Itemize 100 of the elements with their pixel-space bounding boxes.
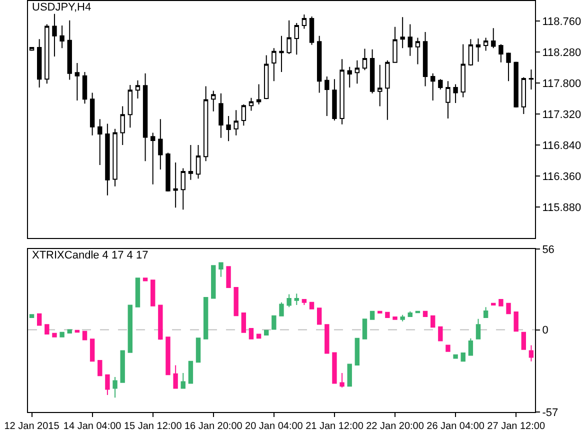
candlestick (453, 84, 458, 104)
candlestick (112, 128, 118, 187)
candlestick (309, 16, 314, 46)
candlestick (279, 302, 284, 316)
x-tick-label: 15 Jan 12:00 (124, 421, 182, 432)
x-tick-label: 12 Jan 2015 (4, 421, 60, 432)
candlestick (52, 13, 57, 58)
candlestick (82, 330, 88, 340)
candlestick (90, 92, 95, 136)
x-tick-label: 16 Jan 20:00 (184, 421, 243, 432)
chart-title: USDJPY,H4 (32, 2, 92, 14)
candlestick (453, 354, 458, 359)
y-tick-label: 115.880 (542, 202, 582, 214)
y-tick-label: 117.800 (542, 78, 582, 90)
candlestick (150, 132, 156, 185)
candlestick (264, 54, 269, 100)
candlestick (188, 360, 194, 384)
candlestick (400, 16, 405, 49)
candlestick (476, 318, 481, 340)
candlestick (226, 115, 231, 142)
candlestick (105, 374, 110, 396)
candlestick (483, 306, 488, 318)
candlestick (506, 302, 511, 314)
candlestick (354, 338, 360, 366)
x-tick-label: 26 Jan 04:00 (426, 421, 485, 432)
candlestick (29, 314, 34, 318)
candlestick (521, 332, 526, 350)
candlestick (241, 312, 246, 333)
candlestick (158, 304, 163, 340)
candlestick (234, 110, 238, 136)
y-tick-label: 118.760 (542, 16, 582, 28)
candlestick (203, 86, 208, 162)
candlestick (248, 97, 254, 112)
candlestick (385, 60, 390, 120)
candlestick (256, 84, 262, 105)
candlestick (158, 118, 163, 170)
candlestick (340, 372, 344, 388)
candlestick (324, 324, 330, 354)
candlestick (196, 144, 201, 180)
candlestick (438, 78, 443, 90)
candlestick (188, 144, 194, 180)
chart-title: XTRIXCandle 4 17 4 17 (32, 250, 148, 262)
candlestick (196, 338, 201, 363)
y-tick-label: 116.840 (542, 140, 582, 152)
candlestick (82, 72, 88, 104)
candlestick (218, 92, 224, 138)
candlestick (286, 294, 292, 308)
y-tick-label: 117.320 (542, 108, 582, 121)
candlestick (211, 90, 216, 112)
candlestick (173, 162, 178, 208)
candlestick (460, 44, 466, 98)
candlestick (44, 324, 50, 334)
candlestick (150, 280, 156, 306)
candlestick (128, 304, 133, 353)
candlestick (362, 318, 368, 340)
candlestick (90, 338, 95, 362)
candlestick (272, 48, 276, 82)
x-tick-label: 14 Jan 04:00 (63, 421, 122, 432)
candlestick (332, 78, 337, 121)
candlestick (422, 32, 428, 87)
candlestick (422, 310, 428, 318)
candlestick (294, 22, 299, 56)
candlestick (498, 44, 504, 63)
candlestick (362, 48, 368, 71)
candlestick (468, 338, 474, 356)
candlestick (166, 336, 170, 376)
candlestick (105, 123, 110, 196)
candlestick (347, 364, 352, 387)
x-tick-label: 21 Jan 12:00 (306, 421, 364, 432)
candlestick (347, 66, 352, 88)
candlestick (468, 38, 474, 66)
candlestick (98, 360, 102, 376)
candlestick (316, 308, 322, 325)
candlestick (408, 310, 412, 318)
candlestick (180, 372, 186, 389)
candlestick (272, 315, 276, 330)
candlestick (52, 332, 57, 338)
candlestick (226, 266, 231, 288)
candlestick (400, 314, 405, 322)
x-tick-label: 22 Jan 20:00 (366, 421, 424, 432)
candlestick (415, 37, 420, 65)
candlestick (528, 344, 534, 362)
x-tick-label: 20 Jan 04:00 (245, 421, 304, 432)
candlestick (324, 76, 330, 116)
candlestick (180, 168, 186, 210)
candlestick (211, 265, 216, 299)
candlestick (370, 310, 375, 320)
candlestick (294, 293, 299, 306)
candlestick (135, 278, 140, 308)
candlestick (286, 20, 292, 54)
candlestick (120, 106, 125, 146)
candlestick (67, 20, 72, 80)
candlestick (408, 24, 412, 56)
candlestick (483, 37, 488, 52)
candlestick (173, 364, 178, 389)
candlestick (354, 60, 360, 84)
y-tick-label: 56 (542, 244, 554, 256)
candlestick (370, 48, 375, 94)
candlestick (438, 326, 443, 342)
candlestick (392, 26, 398, 63)
